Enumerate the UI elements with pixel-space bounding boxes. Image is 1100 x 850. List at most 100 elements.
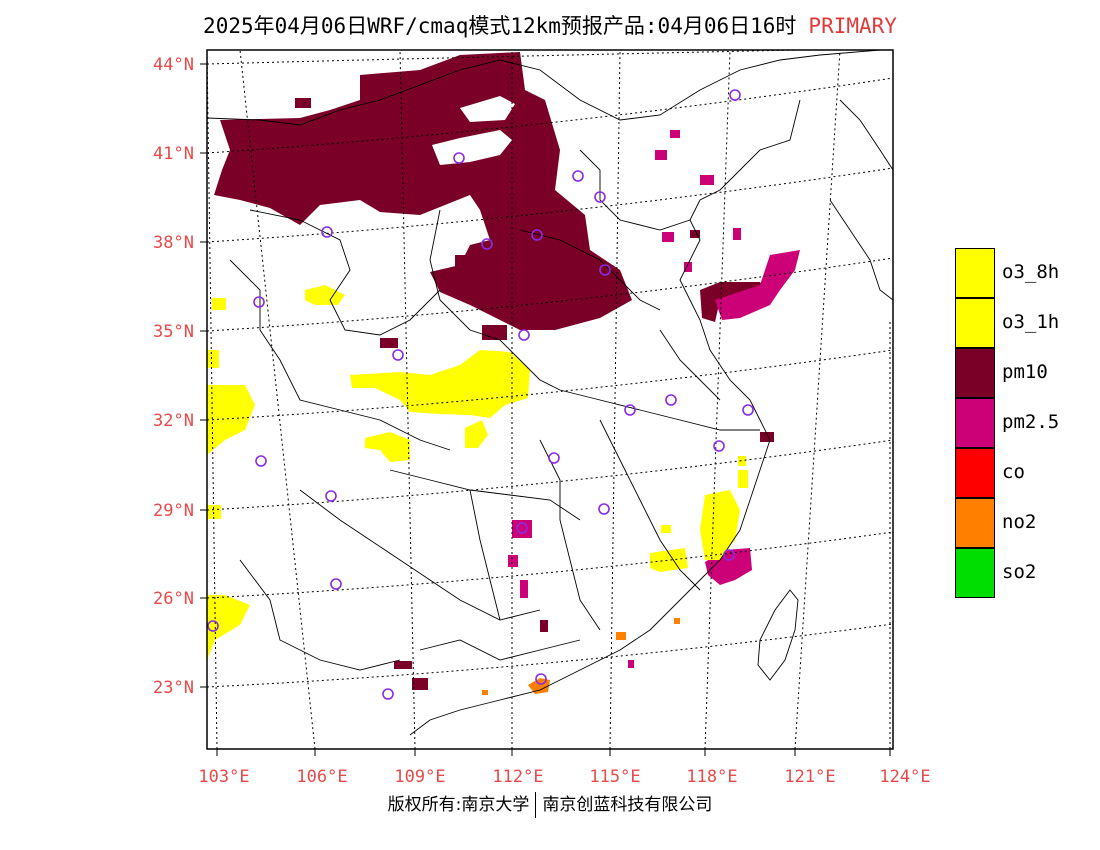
legend-swatch	[955, 298, 995, 348]
boundary	[429, 209, 561, 391]
pm25-patch	[662, 232, 674, 242]
o3-area-fujian	[700, 490, 740, 560]
national-border-north	[207, 50, 881, 126]
pm25-patch	[670, 130, 680, 138]
lat-label: 41°N	[153, 144, 194, 164]
legend-swatch	[955, 348, 995, 398]
o3-patch	[738, 470, 748, 488]
pm25-patch	[684, 262, 692, 272]
o3-area-central	[350, 350, 530, 418]
o3-patch	[207, 350, 219, 368]
lat-label: 26°N	[153, 589, 194, 609]
city-marker	[481, 238, 493, 250]
lat-label: 32°N	[153, 411, 194, 431]
boundary	[539, 439, 601, 631]
legend-swatch	[955, 398, 995, 448]
city-marker	[382, 688, 394, 700]
boundary	[299, 489, 541, 621]
city-marker	[572, 170, 584, 182]
city-marker	[531, 229, 543, 241]
pm10-gap	[432, 130, 512, 165]
pm25-patch	[520, 580, 528, 598]
city-marker	[325, 490, 337, 502]
korea-outline	[839, 99, 893, 171]
pm10-patch	[394, 661, 412, 669]
city-marker	[330, 578, 342, 590]
legend-swatch	[955, 548, 995, 598]
boundary	[579, 149, 691, 231]
parallel-29	[207, 439, 893, 511]
coastline	[409, 99, 801, 736]
city-markers	[207, 89, 754, 700]
title-text: 2025年04月06日WRF/cmaq模式12km预报产品:04月06日16时	[203, 14, 797, 38]
copyright-left: 版权所有:南京大学	[387, 795, 530, 815]
legend-label: no2	[1002, 511, 1037, 533]
pollution-fields	[207, 52, 800, 695]
city-marker	[624, 404, 636, 416]
lat-label: 35°N	[153, 322, 194, 342]
parallel-35	[207, 257, 893, 332]
lon-label: 103°E	[198, 767, 249, 787]
pm10-patch	[412, 678, 428, 690]
pm10-gap-2	[460, 96, 515, 122]
footer-divider	[535, 792, 537, 818]
city-marker	[535, 673, 547, 685]
korea-outline	[829, 199, 893, 301]
no2-patch	[674, 618, 680, 624]
pm10-area-north	[214, 52, 632, 330]
o3-patch	[207, 505, 221, 519]
pm10-patch	[690, 230, 700, 238]
pm25-patch	[508, 555, 518, 567]
legend-swatch	[955, 498, 995, 548]
latitude-labels: 44°N 41°N 38°N 35°N 32°N 29°N 26°N 23°N	[153, 55, 194, 698]
pm10-patch	[760, 432, 774, 442]
no2-area-guangzhou	[528, 678, 550, 694]
pm10-patch	[295, 98, 311, 108]
city-marker	[321, 226, 333, 238]
city-marker	[713, 440, 725, 452]
pm10-patch	[540, 620, 548, 632]
pm25-patch	[733, 228, 741, 240]
city-marker	[729, 89, 741, 101]
lon-label: 115°E	[589, 767, 640, 787]
ticks	[200, 63, 891, 756]
boundary	[249, 209, 441, 336]
lat-label: 29°N	[153, 501, 194, 521]
boundary	[599, 419, 701, 591]
lat-label: 38°N	[153, 233, 194, 253]
no2-patch	[616, 632, 626, 640]
o3-area-central-2	[465, 420, 488, 448]
parallel-38	[207, 167, 893, 243]
parallel-41	[207, 77, 893, 154]
province-boundaries	[207, 50, 893, 736]
legend-label: o3_1h	[1002, 311, 1060, 333]
parallel-32	[207, 349, 893, 421]
pm25-area-yellow-sea	[715, 250, 800, 320]
legend-label: o3_8h	[1002, 261, 1060, 283]
city-marker	[392, 349, 404, 361]
o3-area-west	[207, 385, 255, 455]
legend-swatch	[955, 448, 995, 498]
taiwan-outline	[757, 589, 799, 681]
city-marker	[548, 452, 560, 464]
legend-label: pm10	[1002, 361, 1048, 383]
pm25-patch	[628, 660, 634, 668]
city-marker	[518, 329, 530, 341]
copyright-footer: 版权所有:南京大学 南京创蓝科技有限公司	[0, 790, 1100, 818]
copyright-right: 南京创蓝科技有限公司	[542, 795, 713, 815]
lon-label: 112°E	[492, 767, 543, 787]
lon-label: 109°E	[394, 767, 445, 787]
pm25-patch	[655, 150, 667, 160]
o3-patch	[661, 525, 671, 533]
meridian-109	[399, 50, 416, 749]
city-marker	[253, 296, 265, 308]
pm10-patch	[455, 255, 475, 267]
o3-patch	[738, 456, 746, 466]
boundary	[469, 489, 501, 621]
city-marker	[723, 549, 735, 561]
city-marker	[207, 620, 219, 632]
map-frame	[206, 49, 894, 750]
city-marker	[516, 522, 528, 534]
o3-area-west-2	[365, 432, 410, 462]
